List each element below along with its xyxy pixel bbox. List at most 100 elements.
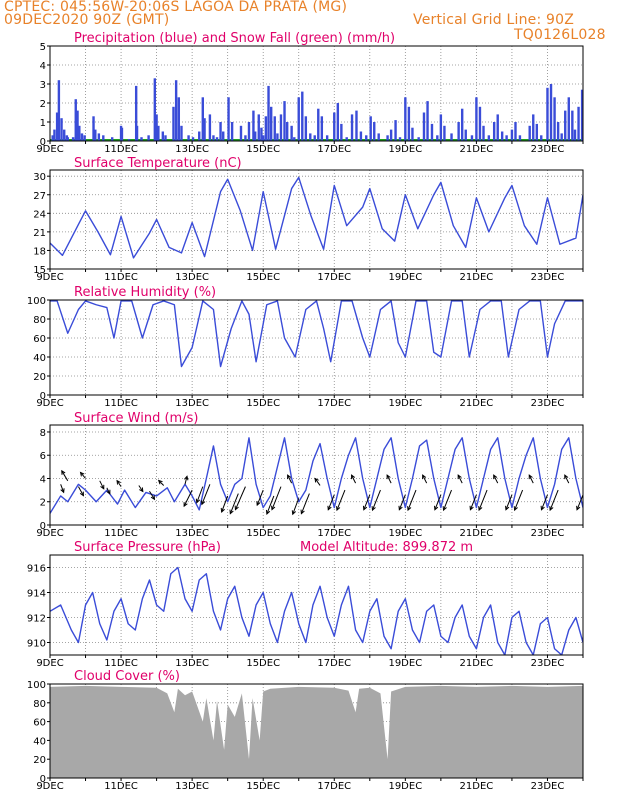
precip-bar [63,129,66,141]
precip-bar [92,116,95,141]
precip-bar [164,135,167,141]
precip-ytick-label: 1 [40,118,46,129]
precip-bar [369,116,372,141]
precip-bar [333,112,336,141]
precip-bar [389,129,393,141]
wind-arrow [300,493,310,514]
wind-arrowhead [220,507,225,513]
wind-ytick-label: 6 [40,451,46,462]
wind-arrowhead [234,505,239,511]
wind-arrowhead [442,506,447,512]
cloud-panel: 0 20 40 60 80 100 9DEC 11DEC 13DEC 15DEC 17DEC 19DE… [27,669,584,792]
precip-bar [532,114,535,141]
wind-arrowhead [478,506,483,512]
wind-plot-area [50,437,583,516]
rh-xtick-label: 13DEC [175,398,209,409]
wind-xtick-label: 19DEC [388,528,422,539]
wind-arrowhead [371,506,376,512]
wind-arrow [371,489,381,511]
precip-bar [540,135,543,141]
cloud-ytick-label: 40 [33,736,46,747]
rh-panel: 0 20 40 60 80 100 9DEC 11DEC 13DEC 15DEC 17DEC 19DE… [27,285,584,409]
cloud-xtick-label: 21DEC [460,781,494,792]
precip-bar [528,125,531,141]
wind-frame [49,424,584,526]
precip-bar [365,135,368,141]
precip-bar [417,137,420,141]
wind-arrowhead [314,477,319,483]
precip-bar [97,133,101,141]
precip-ytick-label: 4 [40,61,46,72]
wind-arrowhead [287,474,292,480]
wind-arrowhead [150,495,156,501]
cloud-plot-area [50,685,583,778]
rh-xtick-label: 17DEC [317,398,351,409]
pres-xtick-label: 11DEC [104,658,138,669]
wind-arrow [256,489,264,506]
pres-ytick-label: 914 [27,589,46,600]
wind-xtick-label: 13DEC [175,528,209,539]
wind-arrowhead [540,505,545,511]
precip-frame [49,45,584,142]
rh-ytick-label: 80 [33,315,46,326]
precip-bar [285,122,289,141]
wind-arrow [229,493,239,514]
wind-arrow [576,494,583,510]
temp-ytick-label: 24 [33,209,46,220]
precip-bar [500,131,504,141]
precip-bar [553,97,556,141]
wind-arrow [398,494,406,510]
wind-arrowhead [576,505,581,511]
wind-arrow [201,484,211,505]
precip-bar [283,101,286,141]
precip-bar [556,122,560,141]
wind-arrowhead [60,488,65,494]
wind-arrow [234,486,246,510]
wind-arrow [549,489,559,511]
wind-arrowhead [265,509,271,515]
precip-bar [407,106,411,141]
precip-bar [577,106,580,141]
precip-bar [359,131,363,141]
wind-arrow [292,498,300,515]
precip-bar [208,114,212,141]
cloud-xtick-label: 17DEC [317,781,351,792]
precip-bar [404,97,407,141]
precip-xtick-label: 19DEC [388,144,422,155]
precip-bar [301,91,304,141]
wind-arrow [541,494,548,510]
wind-arrowhead [469,505,474,511]
precip-bar [422,112,426,141]
pres-ytick-label: 916 [27,564,46,575]
precip-bar [215,137,219,141]
precip-bar [191,137,195,141]
precip-bar [297,97,300,141]
precip-bar [580,89,583,141]
precip-bar [53,129,56,141]
cloud-ytick-label: 60 [33,718,46,729]
precip-bar [269,106,273,141]
precip-bar [244,135,247,141]
wind-arrowhead [183,502,188,508]
wind-ytick-label: 2 [40,498,46,509]
wind-arrow [469,494,477,510]
wind-arrowhead [184,475,189,481]
cloud-title: Cloud Cover (%) [74,669,180,684]
wind-arrow [528,474,534,484]
temp-line [50,176,583,259]
pres-xtick-label: 15DEC [246,658,280,669]
precip-title: Precipitation (blue) and Snow Fall (gree… [74,31,395,46]
precip-bar [203,118,206,141]
precip-plot-area [50,78,583,141]
precip-bar [187,135,190,141]
wind-arrow [314,478,321,486]
precip-bar [94,129,97,141]
precip-bar [264,116,268,141]
wind-xtick-label: 9DEC [36,528,63,539]
precip-bar [496,114,499,141]
wind-arrowhead [61,469,66,475]
temp-ytick-label: 18 [33,246,46,257]
precip-bar [78,125,81,141]
cloud-ytick-label: 0 [40,774,46,785]
